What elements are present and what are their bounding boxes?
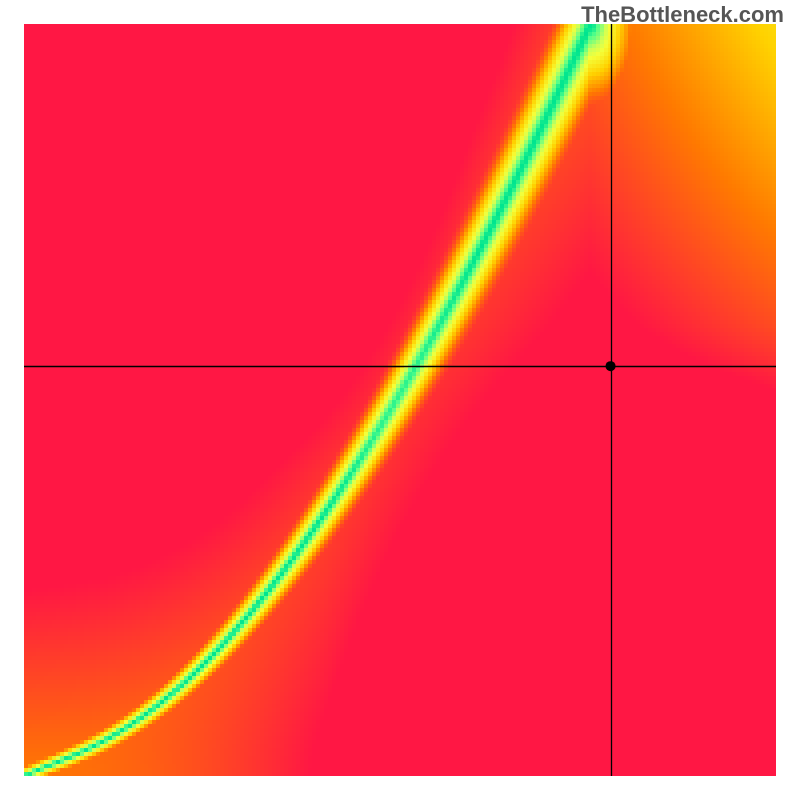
chart-container: TheBottleneck.com	[0, 0, 800, 800]
heatmap-canvas	[0, 0, 800, 800]
